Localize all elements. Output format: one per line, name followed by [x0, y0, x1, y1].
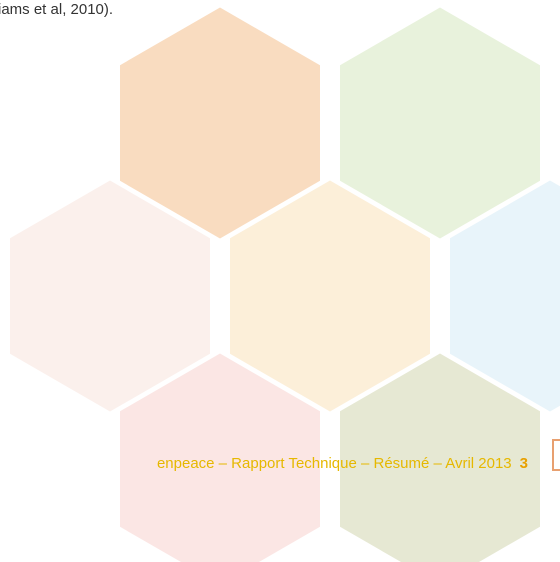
footer: enpeace – Rapport Technique – Résumé – A…	[157, 455, 528, 472]
page: iams et al, 2010). enpeace – Rapport Tec…	[0, 0, 560, 562]
page-number: 3	[520, 455, 528, 472]
edge-mark	[553, 440, 560, 470]
footer-text: enpeace – Rapport Technique – Résumé – A…	[157, 455, 512, 472]
document-page: iams et al, 2010). enpeace – Rapport Tec…	[0, 0, 560, 562]
body-text: iams et al, 2010).	[0, 1, 113, 18]
hexagon-pattern	[10, 8, 560, 562]
